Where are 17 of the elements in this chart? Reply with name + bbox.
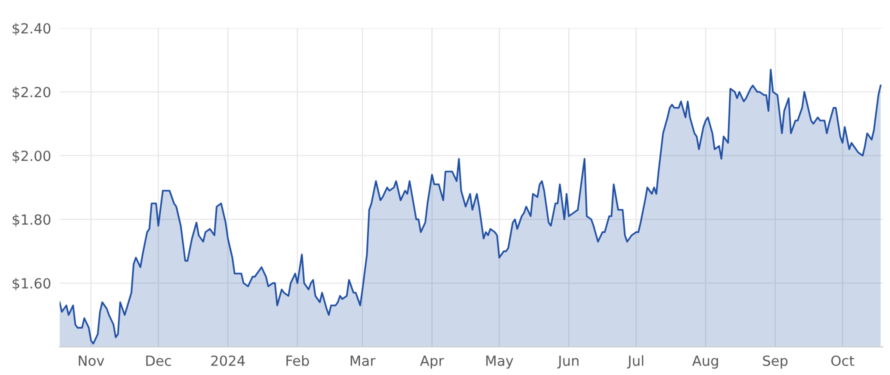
x-tick-label: Jun	[557, 356, 579, 369]
x-tick-label: Mar	[350, 356, 376, 366]
x-tick-label: Oct	[831, 355, 854, 366]
x-tick-label: Apr	[420, 356, 444, 369]
x-tick-label: Aug	[692, 356, 718, 369]
x-tick-label: 2024	[211, 355, 245, 366]
y-tick-label: $1.80	[12, 214, 50, 227]
y-tick-label: $1.60	[12, 278, 50, 290]
x-tick-label: Jul	[627, 355, 644, 369]
x-tick-label: Nov	[78, 356, 104, 366]
x-tick-label: Sep	[763, 355, 788, 369]
y-tick-label: $2.20	[12, 86, 50, 100]
x-tick-label: May	[486, 356, 514, 369]
y-tick-label: $2.00	[12, 150, 50, 163]
y-tick-label: $2.40	[12, 22, 50, 36]
x-tick-label: Dec	[146, 356, 171, 366]
x-tick-label: Feb	[286, 355, 309, 366]
